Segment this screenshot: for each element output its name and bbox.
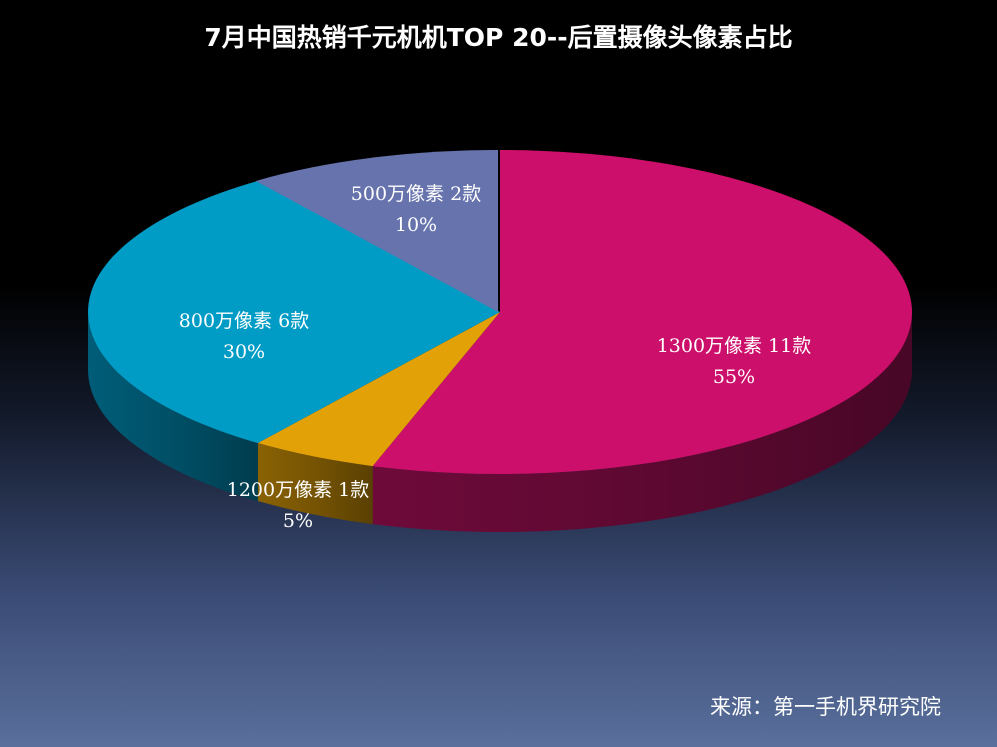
pie-slice-4 <box>255 150 498 312</box>
slice-percent-4: 10% <box>395 214 437 236</box>
source-note: 来源：第一手机界研究院 <box>710 695 941 719</box>
slice-percent-1: 55% <box>713 366 755 388</box>
chart-title: 7月中国热销千元机机TOP 20--后置摄像头像素占比 <box>204 23 793 52</box>
slice-label-3: 800万像素 6款 <box>179 310 309 332</box>
pie-slice-side-shade-3 <box>88 312 258 502</box>
slice-percent-2: 5% <box>283 510 313 532</box>
pie-slice-3 <box>88 180 501 444</box>
pie-tops <box>88 150 912 474</box>
pie-sides <box>88 312 912 532</box>
slice-percent-3: 30% <box>223 341 265 363</box>
slice-label-4: 500万像素 2款 <box>351 183 481 205</box>
pie-slice-side-shade-1 <box>372 312 912 532</box>
slice-label-2: 1200万像素 1款 <box>227 479 369 501</box>
pie-slice-1 <box>372 150 912 474</box>
slice-label-1: 1300万像素 11款 <box>657 335 812 357</box>
pie-labels: 1300万像素 11款 55% 1200万像素 1款 5% 800万像素 6款 30% 50… <box>179 183 811 532</box>
pie-slice-2 <box>257 312 500 467</box>
pie-slice-side-shade-2 <box>257 443 373 525</box>
